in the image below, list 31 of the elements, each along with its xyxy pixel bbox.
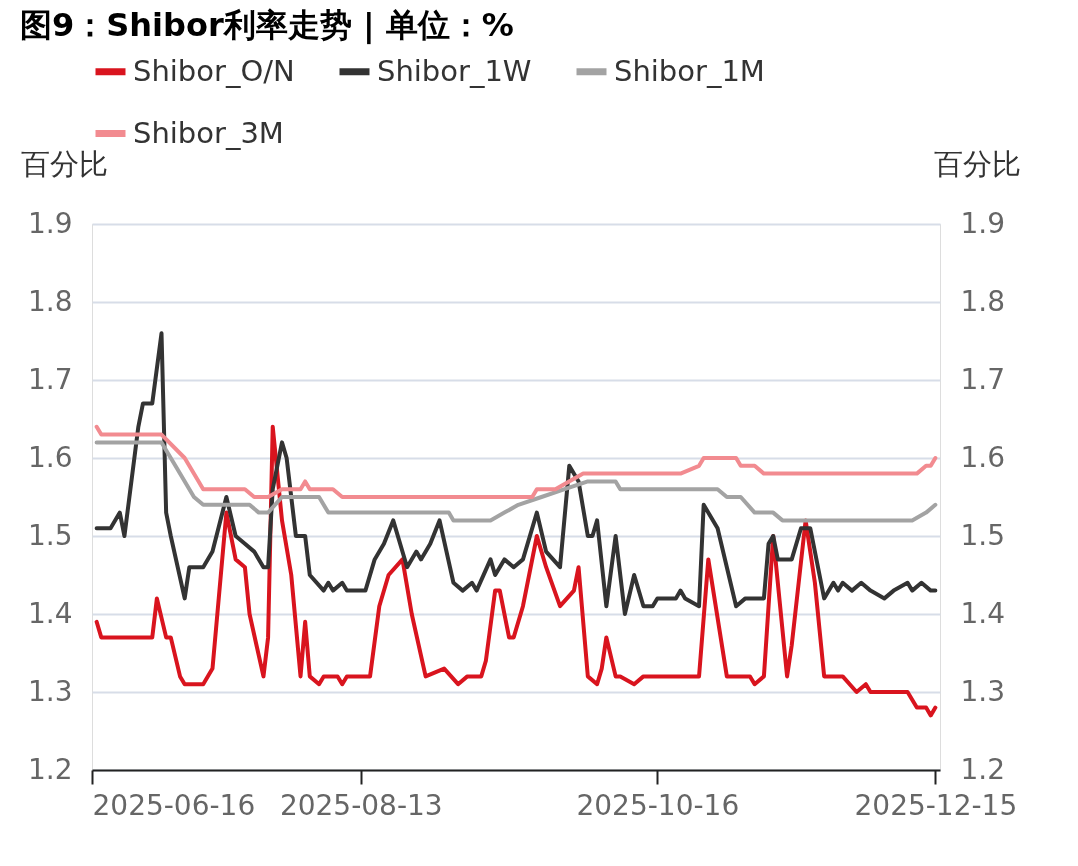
y2-tick-label: 1.3 — [960, 674, 1006, 708]
y2-tick-label: 1.8 — [960, 284, 1006, 318]
line-series — [94, 424, 938, 499]
chart-title: 图9：Shibor利率走势 | 单位：% — [20, 6, 514, 45]
x-tick-label: 2025-08-13 — [279, 788, 443, 822]
y2-axis-title: 百分比 — [933, 146, 1021, 181]
legend-label: Shibor_1M — [614, 53, 765, 88]
y-tick-label: 1.9 — [27, 206, 73, 240]
y-tick-label: 1.4 — [27, 596, 73, 630]
legend-label: Shibor_O/N — [133, 53, 295, 88]
y2-tick-label: 1.5 — [960, 518, 1006, 552]
x-tick-label: 2025-10-16 — [576, 788, 740, 822]
x-tick-label: 2025-06-16 — [92, 788, 256, 822]
line-series — [94, 424, 938, 718]
y2-tick-label: 1.7 — [960, 362, 1006, 396]
line-series — [94, 331, 938, 616]
y-tick-label: 1.8 — [27, 284, 73, 318]
line-series — [94, 440, 938, 523]
y-tick-label: 1.7 — [27, 362, 73, 396]
y-tick-label: 1.5 — [27, 518, 73, 552]
y2-tick-label: 1.2 — [960, 752, 1006, 786]
legend-label: Shibor_1W — [377, 53, 532, 88]
y-axis-title: 百分比 — [20, 146, 108, 181]
legend-label: Shibor_3M — [133, 115, 284, 150]
x-tick-label: 2025-12-15 — [854, 788, 1018, 822]
y-tick-label: 1.3 — [27, 674, 73, 708]
y2-tick-label: 1.6 — [960, 440, 1006, 474]
y-tick-label: 1.2 — [27, 752, 73, 786]
y2-tick-label: 1.9 — [960, 206, 1006, 240]
y-tick-label: 1.6 — [27, 440, 73, 474]
y2-tick-label: 1.4 — [960, 596, 1006, 630]
